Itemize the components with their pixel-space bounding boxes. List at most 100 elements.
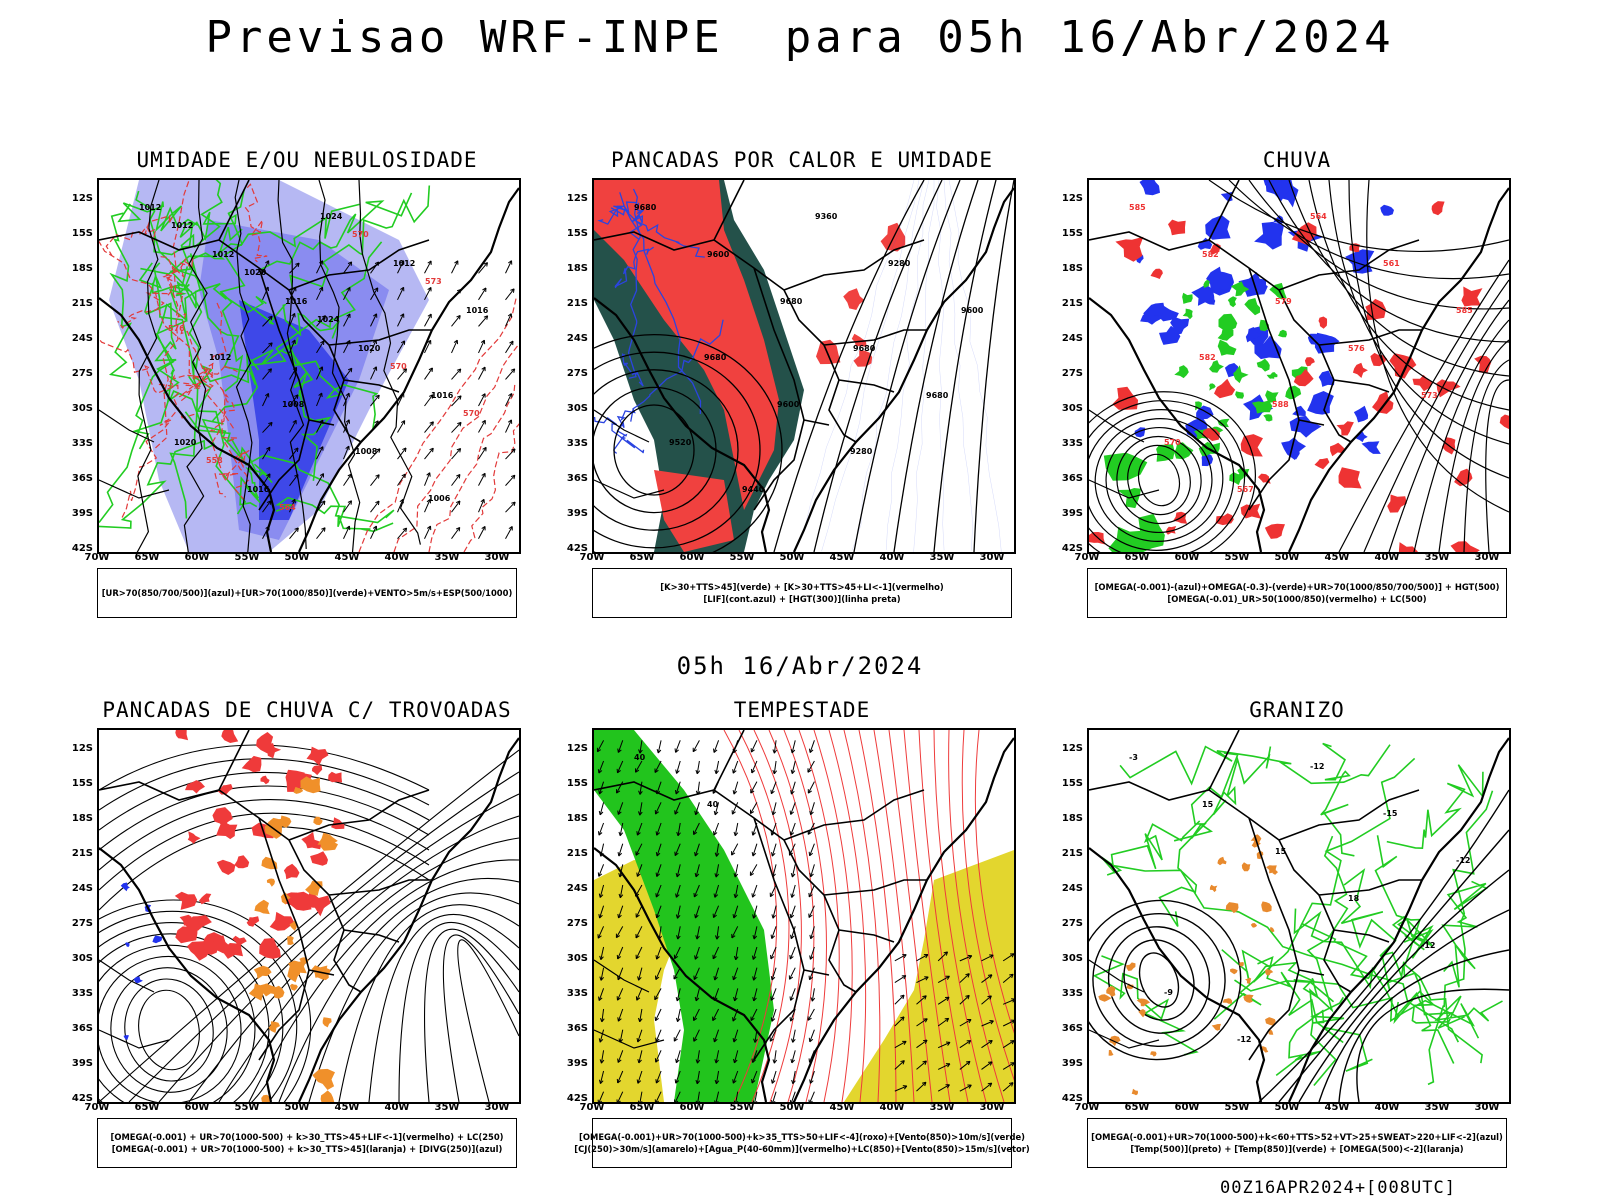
wind850-vector: [693, 822, 700, 835]
wind850-vector: [694, 914, 699, 919]
wind-arrow: [262, 500, 272, 513]
wind850-vector: [655, 913, 660, 919]
latitude-tick-label: 39S: [71, 508, 93, 519]
wind-arrow: [510, 368, 516, 373]
omega-green-area: [1244, 298, 1261, 316]
wind850-vector: [696, 760, 700, 774]
map-layers: [99, 730, 519, 1102]
legend-box: [OMEGA(-0.001)+UR>70(1000-500)+k>35_TTS>…: [574, 1118, 1030, 1168]
wind850-vector: [695, 802, 700, 815]
wind850-vector: [638, 967, 643, 981]
wind850-vector: [676, 905, 681, 919]
wind-arrow: [370, 313, 378, 327]
wind850-vector: [771, 852, 776, 857]
wind850-vector: [600, 946, 605, 960]
wind850-vector: [752, 914, 757, 919]
instability-red-area: [654, 470, 734, 552]
wind850-vector: [945, 1063, 951, 1068]
temp850-green-contour: [1173, 746, 1272, 842]
legend-line: [LIF](cont.azul) + [HGT(300)](linha pret…: [703, 594, 901, 604]
wind850-vector: [639, 781, 643, 795]
wind850-vector: [981, 1061, 993, 1070]
wind850-vector: [790, 769, 796, 774]
longitude-tick-label: 65W: [629, 552, 655, 563]
longitude-tick-label: 35W: [929, 1102, 955, 1113]
contour-label: -9: [1164, 988, 1173, 997]
omega-green-area: [1203, 279, 1210, 288]
province-borders: [99, 409, 170, 499]
wind-arrow: [478, 262, 488, 274]
omega-green-area: [1108, 526, 1143, 552]
thunderstorm-red-area: [241, 755, 262, 773]
wind850-vector: [637, 1029, 643, 1043]
legend-box: [K>30+TTS>45](verde) + [K>30+TTS>45+LI<-…: [592, 568, 1012, 618]
wind-arrow: [480, 339, 486, 345]
wind850-vector: [945, 996, 950, 1001]
wind-arrow: [397, 340, 405, 354]
wind850-vector: [733, 1100, 739, 1102]
wind-arrow: [343, 473, 352, 486]
wind850-vector: [769, 1037, 774, 1042]
omega-green-area: [1263, 414, 1273, 422]
temp500-black-contour: [1338, 949, 1509, 1102]
wind-arrow: [426, 472, 431, 477]
coastline: [1089, 187, 1509, 552]
thunderstorm-orange-area: [317, 832, 338, 846]
jet-yellow-area: [844, 850, 1014, 1102]
contour-label: 40: [707, 800, 719, 809]
wind-arrow: [375, 394, 380, 400]
wind850-vector: [732, 967, 739, 981]
wind-arrow: [424, 313, 432, 327]
wind-arrow: [478, 499, 485, 513]
legend-line: [OMEGA(-0.001)+UR>70(1000-500)+k<60+TTS>…: [1091, 1132, 1503, 1142]
longitude-tick-label: 70W: [579, 552, 605, 563]
wind-arrow: [347, 261, 353, 266]
lc250-streamline: [99, 955, 242, 1102]
rain-red-area: [1318, 316, 1328, 329]
wind850-vector: [808, 905, 815, 918]
wind850-vector: [598, 789, 603, 795]
map-svg: 9680 9600 9680 9680 9680 9520 9440 9360 9280 9600…: [594, 180, 1014, 552]
wind850-vector: [617, 740, 624, 753]
wind-arrow: [505, 393, 513, 407]
wind-arrow: [345, 525, 351, 531]
lc250-streamline: [338, 904, 519, 1102]
wind-arrow: [451, 527, 461, 540]
wind850-vector: [943, 951, 949, 956]
wind-arrow: [345, 445, 350, 451]
wind850-vector: [619, 822, 624, 836]
wind850-vector: [770, 988, 777, 1001]
wind-arrow: [268, 315, 273, 321]
omega-blue-area: [1245, 327, 1262, 343]
coastline: [594, 737, 1014, 1102]
rain-red-area: [1330, 442, 1345, 457]
lc250-streamline: [248, 859, 519, 1102]
contour-label: 567: [1237, 485, 1254, 494]
wind850-vector: [771, 843, 777, 857]
wind-arrow: [507, 419, 513, 424]
map-plot: 585 582 579 576 573 570 567 564 561 585 582 588: [1087, 178, 1511, 554]
rain-red-area: [1474, 355, 1492, 374]
wind850-vector: [694, 851, 699, 857]
longitude-tick-label: 60W: [1174, 552, 1200, 563]
wind-arrow: [427, 260, 432, 265]
omega500-orange-spot: [1136, 998, 1151, 1007]
wind850-vector: [654, 810, 660, 815]
wind-arrow: [453, 339, 459, 345]
wind850-vector: [1010, 1019, 1014, 1024]
omega500-orange-spot: [1265, 968, 1274, 976]
wind850-vector: [937, 1063, 951, 1070]
wind-arrow: [451, 315, 461, 327]
divergence-blue-spot: [120, 882, 130, 892]
longitude-tick-label: 55W: [1224, 552, 1250, 563]
lc850-red-line: [843, 730, 881, 1102]
lc250-streamline: [442, 934, 519, 1102]
wind850-vector: [655, 831, 661, 836]
wind-arrow: [289, 499, 296, 513]
longitude-tick-label: 70W: [1074, 552, 1100, 563]
wind850-vector: [674, 946, 681, 959]
latitude-tick-label: 27S: [566, 918, 588, 929]
wind850-vector: [714, 935, 720, 940]
wind850-vector: [807, 760, 815, 773]
wind850-vector: [772, 1059, 778, 1064]
